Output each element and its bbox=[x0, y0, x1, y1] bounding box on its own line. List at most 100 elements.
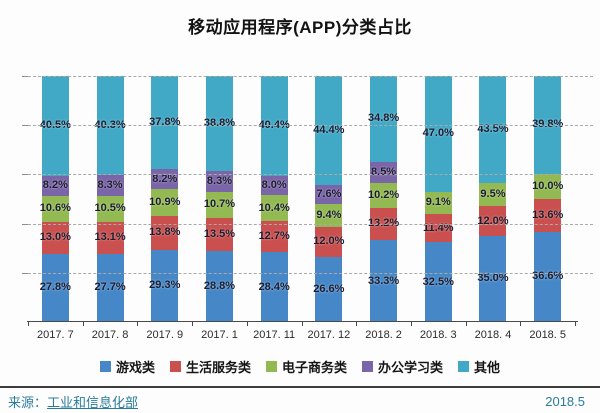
x-tick bbox=[28, 322, 29, 326]
stacked-bar: 36.6% 13.6% 10.0% 39.8% bbox=[532, 76, 564, 322]
bar-segment: 8.3% bbox=[205, 171, 233, 192]
segment-value-label: 39.8% bbox=[532, 118, 564, 131]
y-tick-60pct bbox=[22, 174, 28, 176]
bar-segment: 9.4% bbox=[315, 203, 343, 228]
bar-segment: 10.7% bbox=[203, 191, 236, 219]
bar-segment: 34.8% bbox=[368, 76, 399, 162]
bar-slot: 28.4% 12.7% 10.4% 8.0% 40.4% bbox=[247, 76, 302, 322]
bar-segment: 38.8% bbox=[203, 76, 236, 172]
x-tick bbox=[82, 322, 84, 326]
legend-item: 办公学习类 bbox=[362, 357, 443, 376]
segment-value-label: 10.2% bbox=[367, 188, 400, 201]
segment-value-label: 7.6% bbox=[316, 188, 342, 201]
segment-value-label: 32.5% bbox=[422, 275, 454, 288]
bar-segment: 10.4% bbox=[258, 195, 290, 221]
stacked-bar: 29.3% 13.8% 10.9% 8.2% 37.8% bbox=[149, 76, 181, 322]
segment-value-label: 8.3% bbox=[206, 175, 232, 188]
bar-segment: 28.4% bbox=[259, 252, 290, 322]
segment-value-label: 47.0% bbox=[422, 127, 454, 140]
bar-segment: 7.6% bbox=[315, 185, 343, 204]
legend-swatch bbox=[265, 361, 277, 372]
segment-value-label: 8.2% bbox=[152, 172, 178, 185]
bar-segment: 8.2% bbox=[151, 169, 179, 190]
bar-slot: 26.6% 12.0% 9.4% 7.6% 44.4% bbox=[302, 76, 357, 322]
x-tick bbox=[575, 322, 576, 326]
bar-segment: 10.2% bbox=[367, 182, 400, 208]
bar-segment: 44.4% bbox=[313, 76, 344, 186]
stacked-bar: 33.3% 13.2% 10.2% 8.5% 34.8% bbox=[367, 76, 400, 322]
segment-value-label: 13.2% bbox=[367, 217, 400, 230]
bar-slot: 27.8% 13.0% 10.6% 8.2% 40.5% bbox=[28, 76, 83, 322]
bars-layer: 27.8% 13.0% 10.6% 8.2% 40.5% 27.7% 13.1% 10.5% 8… bbox=[28, 76, 575, 322]
stacked-bar: 28.4% 12.7% 10.4% 8.0% 40.4% bbox=[258, 76, 290, 322]
x-tick bbox=[356, 322, 358, 326]
bar-segment: 8.5% bbox=[370, 161, 398, 183]
legend-label: 其他 bbox=[474, 360, 501, 375]
segment-value-label: 12.0% bbox=[477, 214, 509, 227]
legend-item: 游戏类 bbox=[99, 357, 155, 376]
segment-value-label: 10.9% bbox=[149, 196, 181, 209]
y-tick-40pct bbox=[22, 223, 28, 225]
x-axis-label: 2017. 8 bbox=[91, 329, 129, 341]
bar-segment: 36.6% bbox=[532, 231, 563, 322]
x-tick bbox=[301, 322, 303, 326]
bar-segment: 13.1% bbox=[94, 221, 126, 254]
y-tick-20pct bbox=[22, 272, 28, 274]
legend-swatch bbox=[99, 361, 111, 372]
stacked-bar: 26.6% 12.0% 9.4% 7.6% 44.4% bbox=[313, 76, 345, 322]
source-label: 来源：工业和信息化部 bbox=[8, 392, 138, 411]
x-tick bbox=[520, 322, 522, 326]
bar-segment: 13.6% bbox=[532, 198, 564, 232]
segment-value-label: 35.0% bbox=[477, 272, 509, 285]
segment-value-label: 10.4% bbox=[258, 201, 290, 214]
bar-segment: 29.3% bbox=[149, 249, 181, 322]
segment-value-label: 8.2% bbox=[42, 179, 68, 192]
gridline-40pct bbox=[28, 223, 593, 225]
bar-segment: 10.9% bbox=[149, 189, 181, 216]
segment-value-label: 10.6% bbox=[39, 202, 71, 215]
x-axis-label: 2017. 7 bbox=[37, 329, 74, 341]
bar-segment: 26.6% bbox=[313, 256, 344, 322]
bar-segment: 28.8% bbox=[204, 251, 235, 322]
segment-value-label: 13.1% bbox=[94, 231, 126, 244]
bar-segment: 8.2% bbox=[41, 175, 69, 196]
bar-slot: 35.0% 12.0% 9.5% 43.5% bbox=[466, 76, 521, 322]
x-tick bbox=[137, 322, 139, 326]
bar-segment: 35.0% bbox=[477, 235, 509, 322]
segment-value-label: 27.8% bbox=[39, 281, 71, 294]
bar-segment: 27.8% bbox=[39, 253, 71, 322]
bar-slot: 27.7% 13.1% 10.5% 8.3% 40.3% bbox=[83, 76, 138, 322]
x-tick bbox=[192, 322, 194, 326]
x-axis-labels: 2017. 7 2017. 8 2017. 9 2017. 1 2017. 11 2017… bbox=[28, 329, 575, 341]
segment-value-label: 9.4% bbox=[316, 209, 342, 221]
x-axis-label: 2018. 5 bbox=[529, 329, 567, 341]
bar-segment: 10.6% bbox=[39, 195, 71, 222]
x-axis-label: 2017. 9 bbox=[146, 329, 184, 341]
bar-segment: 47.0% bbox=[422, 76, 454, 192]
segment-value-label: 13.0% bbox=[39, 231, 71, 244]
stacked-bar: 28.8% 13.5% 10.7% 8.3% 38.8% bbox=[203, 76, 236, 322]
segment-value-label: 13.6% bbox=[532, 208, 564, 221]
x-axis-line bbox=[27, 321, 578, 322]
source-link[interactable]: 工业和信息化部 bbox=[47, 395, 139, 410]
x-tick bbox=[465, 322, 467, 326]
bar-segment: 33.3% bbox=[368, 240, 399, 322]
segment-value-label: 10.7% bbox=[203, 198, 236, 211]
legend-label: 生活服务类 bbox=[185, 360, 251, 375]
segment-value-label: 11.4% bbox=[422, 221, 454, 234]
segment-value-label: 43.5% bbox=[477, 123, 509, 136]
segment-value-label: 12.0% bbox=[313, 235, 345, 248]
bar-segment: 12.7% bbox=[259, 220, 290, 253]
x-axis-label: 2018. 3 bbox=[419, 329, 457, 341]
legend-swatch bbox=[362, 361, 373, 372]
gridline-60pct bbox=[28, 174, 593, 176]
legend-item: 生活服务类 bbox=[169, 357, 251, 376]
segment-value-label: 38.8% bbox=[203, 117, 236, 130]
segment-value-label: 29.3% bbox=[149, 279, 181, 292]
bar-segment: 12.0% bbox=[477, 206, 509, 236]
legend: 游戏类 生活服务类 电子商务类 办公学习类 其他 bbox=[0, 357, 600, 376]
bar-segment: 10.0% bbox=[532, 173, 563, 199]
x-axis-label: 2017. 1 bbox=[201, 329, 238, 341]
segment-value-label: 27.7% bbox=[94, 281, 126, 294]
